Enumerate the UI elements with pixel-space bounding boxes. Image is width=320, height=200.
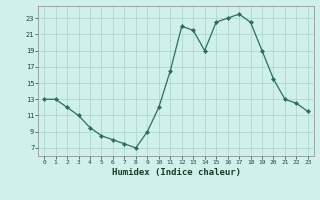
X-axis label: Humidex (Indice chaleur): Humidex (Indice chaleur): [111, 168, 241, 177]
